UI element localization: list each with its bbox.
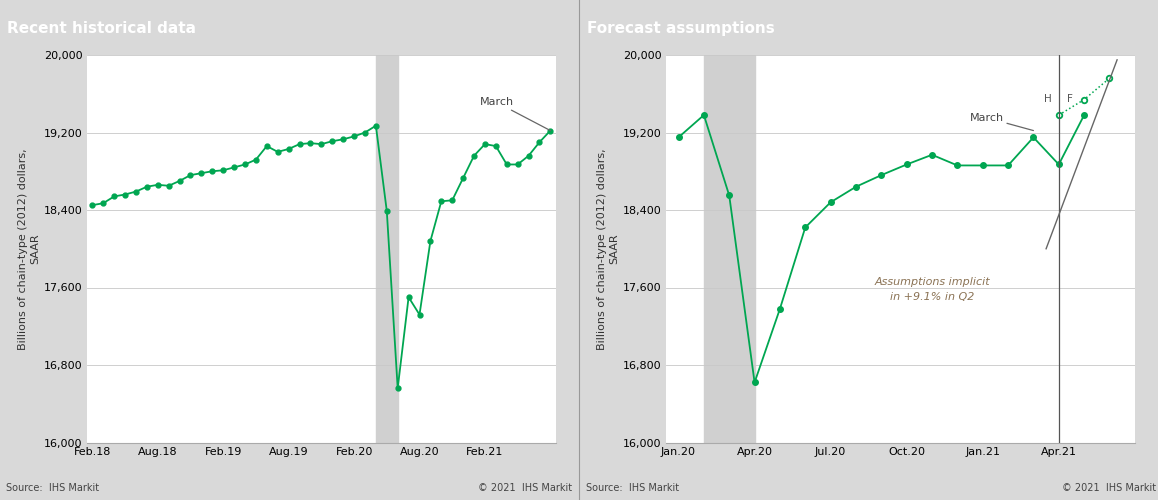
Y-axis label: Billions of chain-type (2012) dollars,
SAAR: Billions of chain-type (2012) dollars, S… xyxy=(598,148,618,350)
Text: © 2021  IHS Markit: © 2021 IHS Markit xyxy=(478,483,572,493)
Text: March: March xyxy=(479,98,550,130)
Text: © 2021  IHS Markit: © 2021 IHS Markit xyxy=(1062,483,1156,493)
Bar xyxy=(704,55,755,442)
Text: Forecast assumptions: Forecast assumptions xyxy=(587,22,775,36)
Y-axis label: Billions of chain-type (2012) dollars,
SAAR: Billions of chain-type (2012) dollars, S… xyxy=(19,148,39,350)
Text: H: H xyxy=(1043,94,1051,104)
Text: Source:  IHS Markit: Source: IHS Markit xyxy=(6,483,98,493)
Text: March: March xyxy=(970,113,1033,130)
Text: F: F xyxy=(1068,94,1073,104)
Bar xyxy=(376,55,397,442)
Text: Recent historical data: Recent historical data xyxy=(7,22,196,36)
Text: Assumptions implicit
in +9.1% in Q2: Assumptions implicit in +9.1% in Q2 xyxy=(874,277,990,302)
Text: Source:  IHS Markit: Source: IHS Markit xyxy=(586,483,679,493)
